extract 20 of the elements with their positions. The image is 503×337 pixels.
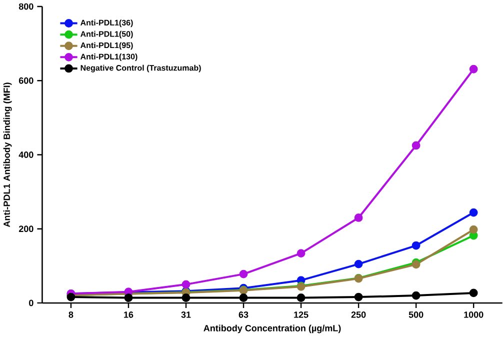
x-tick-label: 8 xyxy=(68,312,74,318)
legend-label: Anti-PDL1(50) xyxy=(80,31,133,39)
x-tick-label: 63 xyxy=(238,312,248,318)
legend-label: Anti-PDL1(95) xyxy=(80,42,133,50)
x-tick-label: 500 xyxy=(408,312,424,318)
x-tick-label: 31 xyxy=(181,312,191,318)
y-tick-label: 200 xyxy=(18,226,34,232)
x-tick-label: 16 xyxy=(124,312,134,318)
y-tick-label: 600 xyxy=(18,78,34,84)
y-axis-title: Anti-PDL1 Antibody Binding (MFI) xyxy=(3,82,12,228)
legend-label: Negative Control (Trastuzumab) xyxy=(80,65,201,73)
y-tick-label: 400 xyxy=(18,152,34,158)
x-axis-title: Antibody Concentration (µg/mL) xyxy=(204,324,341,334)
y-tick-label: 800 xyxy=(18,4,34,10)
legend-label: Anti-PDL1(36) xyxy=(80,20,133,28)
x-tick-label: 125 xyxy=(294,312,308,318)
x-tick-label: 1000 xyxy=(464,312,484,318)
legend-label: Anti-PDL1(130) xyxy=(80,54,138,62)
y-tick-label: 0 xyxy=(29,300,34,306)
x-tick-label: 250 xyxy=(351,312,366,318)
